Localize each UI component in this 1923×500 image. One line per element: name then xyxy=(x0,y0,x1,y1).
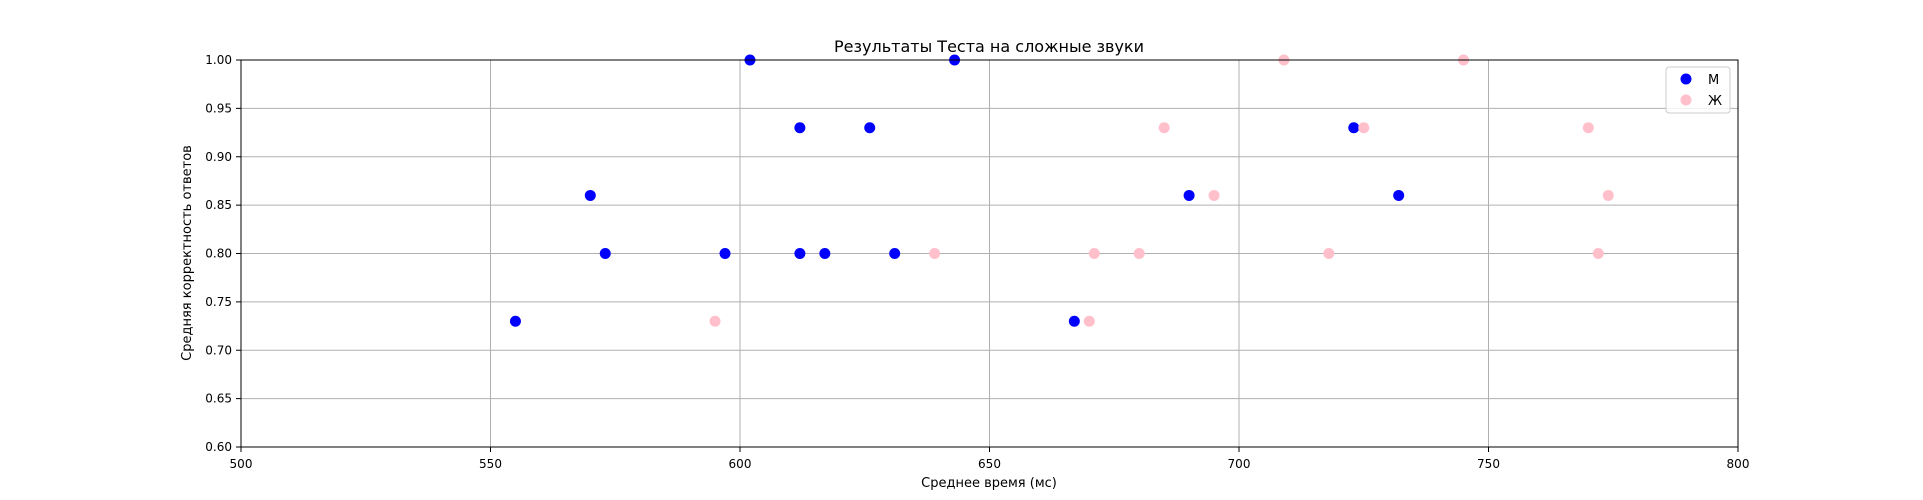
ticks-layer: 500 550 600 650 700 750 800 0.60 0.65 0.70 0.75 0.8… xyxy=(205,53,1749,471)
point-zh xyxy=(709,315,721,327)
point-zh xyxy=(929,248,941,259)
point-zh xyxy=(1323,248,1335,259)
y-tick-label: 0.60 xyxy=(205,440,232,454)
y-tick-label: 0.85 xyxy=(205,198,232,212)
x-tick-label: 500 xyxy=(230,457,253,471)
point-m xyxy=(794,248,806,259)
legend-label-m: М xyxy=(1708,73,1719,88)
point-m xyxy=(719,248,731,259)
y-tick-label: 0.70 xyxy=(205,343,232,357)
x-tick-label: 650 xyxy=(978,457,1001,471)
point-m xyxy=(794,122,806,134)
point-zh xyxy=(1358,122,1370,134)
point-m xyxy=(819,248,831,259)
point-zh xyxy=(1088,248,1100,259)
point-m xyxy=(889,248,901,259)
point-zh xyxy=(1602,189,1614,201)
legend-marker-m xyxy=(1680,73,1692,85)
y-tick-label: 0.75 xyxy=(205,295,232,309)
point-zh xyxy=(1582,122,1594,134)
y-tick-label: 0.95 xyxy=(205,101,232,115)
x-axis-label: Среднее время (мс) xyxy=(921,476,1057,491)
point-m xyxy=(599,248,611,259)
point-zh xyxy=(1592,248,1604,259)
y-tick-label: 1.00 xyxy=(205,53,232,67)
y-tick-label: 0.90 xyxy=(205,150,232,164)
x-tick-label: 750 xyxy=(1477,457,1500,471)
point-m xyxy=(509,315,521,327)
point-zh xyxy=(1208,189,1220,201)
x-tick-label: 600 xyxy=(729,457,752,471)
legend-marker-zh xyxy=(1680,94,1692,106)
point-m xyxy=(1183,189,1195,201)
legend-label-zh: Ж xyxy=(1708,94,1722,109)
point-m xyxy=(1068,315,1080,327)
legend: М Ж xyxy=(1665,66,1731,114)
y-tick-label: 0.65 xyxy=(205,392,232,406)
grid-layer xyxy=(240,59,1739,448)
y-tick-label: 0.80 xyxy=(205,247,232,261)
point-m xyxy=(1393,189,1405,201)
chart-title: Результаты Теста на сложные звуки xyxy=(834,37,1144,56)
x-tick-label: 700 xyxy=(1228,457,1251,471)
point-m xyxy=(864,122,876,134)
point-zh xyxy=(1133,248,1145,259)
point-zh xyxy=(1083,315,1095,327)
point-m xyxy=(1348,122,1360,134)
point-m xyxy=(584,189,596,201)
x-tick-label: 550 xyxy=(479,457,502,471)
point-zh xyxy=(1158,122,1170,134)
y-axis-label: Средняя корректность ответов xyxy=(180,145,195,361)
x-tick-label: 800 xyxy=(1727,457,1750,471)
